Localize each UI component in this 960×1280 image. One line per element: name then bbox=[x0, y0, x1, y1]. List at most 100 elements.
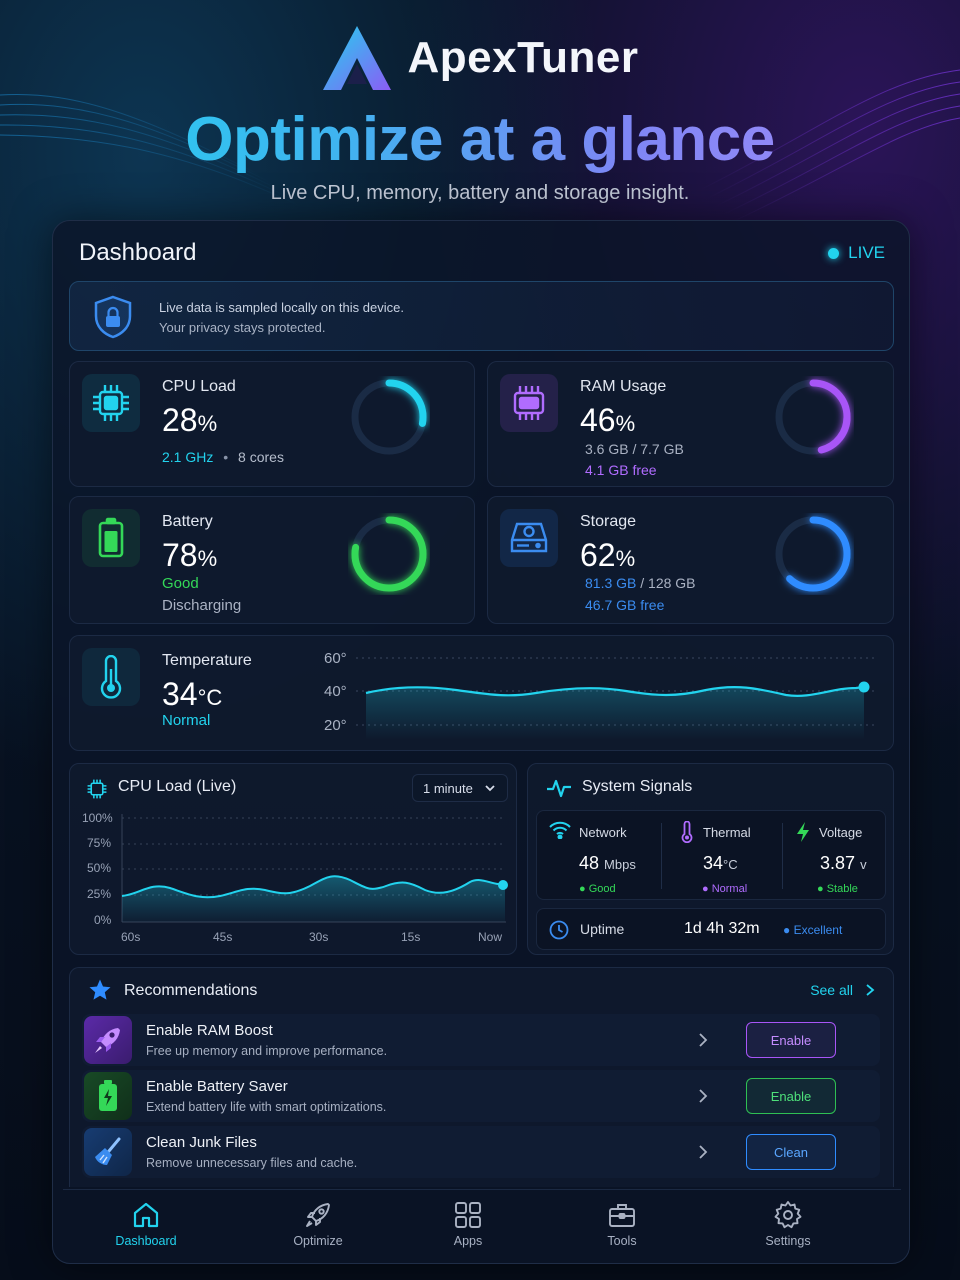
ring-fill bbox=[775, 379, 851, 455]
ram-card[interactable]: RAM Usage 46% 3.6 GB / 7.7 GB 4.1 GB fre… bbox=[487, 361, 894, 487]
uptime-row: Uptime 1d 4h 32m ● Excellent bbox=[536, 908, 886, 950]
cpu-live-card: CPU Load (Live) 1 minute 100% 75% 50% 25… bbox=[69, 763, 517, 955]
rec-item-clean-junk[interactable]: Clean Junk Files Remove unnecessary file… bbox=[82, 1126, 880, 1178]
gear-icon bbox=[774, 1201, 802, 1229]
memory-chip-icon bbox=[500, 374, 558, 432]
cpu-separator: • bbox=[223, 449, 229, 465]
rocket-icon bbox=[306, 1203, 330, 1227]
system-signals-card: System Signals Network 48 Mbps ● Good Th… bbox=[527, 763, 894, 955]
network-status: ● Good bbox=[579, 883, 616, 895]
cpu-y-tick: 25% bbox=[87, 887, 112, 901]
nav-label: Optimize bbox=[293, 1234, 343, 1248]
battery-card[interactable]: Battery 78% Good Discharging bbox=[69, 496, 475, 624]
lightning-icon bbox=[797, 822, 809, 842]
privacy-line-2: Your privacy stays protected. bbox=[159, 320, 326, 335]
voltage-signal: Voltage 3.87 v ● Stable bbox=[783, 811, 887, 901]
thermometer-icon bbox=[82, 648, 140, 706]
cpu-live-chart bbox=[121, 814, 508, 923]
hero-subline: Live CPU, memory, battery and storage in… bbox=[270, 182, 690, 204]
ring-fill bbox=[351, 379, 427, 455]
ring-fill bbox=[775, 516, 851, 592]
network-value: 48 Mbps bbox=[579, 853, 636, 873]
recommendations-title: Recommendations bbox=[124, 982, 258, 999]
signals-grid: Network 48 Mbps ● Good Thermal 34°C ● No… bbox=[536, 810, 886, 900]
rec-item-ram-boost[interactable]: Enable RAM Boost Free up memory and impr… bbox=[82, 1014, 880, 1066]
nav-label: Settings bbox=[765, 1234, 811, 1248]
voltage-value: 3.87 v bbox=[820, 853, 867, 873]
rocket-icon bbox=[84, 1016, 132, 1064]
network-signal: Network 48 Mbps ● Good bbox=[537, 811, 661, 901]
ram-label: RAM Usage bbox=[580, 378, 667, 395]
battery-label: Battery bbox=[162, 513, 213, 530]
cpu-card[interactable]: CPU Load 28% 2.1 GHz • 8 cores bbox=[69, 361, 475, 487]
uptime-status: ● Excellent bbox=[783, 923, 843, 937]
nav-label: Dashboard bbox=[115, 1234, 177, 1248]
signal-divider bbox=[782, 823, 783, 889]
battery-value: 78% bbox=[162, 537, 218, 573]
ring-fill bbox=[351, 516, 427, 592]
rec-title: Clean Junk Files bbox=[146, 1134, 257, 1151]
cpu-detail: 2.1 GHz • 8 cores bbox=[162, 449, 284, 465]
rec-item-battery-saver[interactable]: Enable Battery Saver Extend battery life… bbox=[82, 1070, 880, 1122]
live-indicator: LIVE bbox=[828, 243, 885, 263]
nav-tools[interactable]: Tools bbox=[572, 1200, 672, 1248]
nav-dashboard[interactable]: Dashboard bbox=[96, 1200, 196, 1248]
privacy-line-1: Live data is sampled locally on this dev… bbox=[159, 300, 404, 315]
ram-free: 4.1 GB free bbox=[585, 462, 657, 478]
recommendations-card: Recommendations See all Enable RAM Boost… bbox=[69, 967, 894, 1187]
chevron-down-icon bbox=[485, 785, 495, 792]
enable-ram-boost-button[interactable]: Enable bbox=[746, 1022, 836, 1058]
clean-junk-button[interactable]: Clean bbox=[746, 1134, 836, 1170]
time-range-select[interactable]: 1 minute bbox=[412, 774, 508, 802]
grid-icon bbox=[455, 1202, 481, 1228]
temperature-status: Normal bbox=[162, 712, 211, 729]
apex-logo-icon bbox=[323, 26, 392, 90]
ram-value: 46% bbox=[580, 402, 636, 438]
live-dot-icon bbox=[828, 247, 840, 259]
ram-progress-ring bbox=[775, 379, 851, 455]
cpu-y-tick: 50% bbox=[87, 861, 112, 875]
storage-label: Storage bbox=[580, 513, 637, 530]
pulse-icon bbox=[547, 779, 571, 798]
chevron-right-icon bbox=[699, 1033, 708, 1047]
temp-axis-tick: 40° bbox=[324, 683, 347, 700]
chevron-right-icon bbox=[866, 984, 875, 996]
ram-used: 3.6 GB / 7.7 GB bbox=[585, 441, 684, 457]
time-range-value: 1 minute bbox=[423, 780, 473, 796]
enable-battery-saver-button[interactable]: Enable bbox=[746, 1078, 836, 1114]
battery-state: Discharging bbox=[162, 597, 242, 614]
see-all-link[interactable]: See all bbox=[810, 982, 875, 998]
storage-progress-ring bbox=[775, 516, 851, 592]
toolbox-icon bbox=[609, 1204, 635, 1227]
temp-axis-tick: 60° bbox=[324, 650, 347, 667]
clock-icon bbox=[549, 920, 569, 940]
temperature-card[interactable]: Temperature 34°C Normal 60° 40° 20° bbox=[69, 635, 894, 751]
see-all-label: See all bbox=[810, 982, 853, 998]
cpu-chip-icon bbox=[82, 374, 140, 432]
voltage-label: Voltage bbox=[819, 825, 863, 840]
brand-name: ApexTuner bbox=[407, 33, 639, 82]
shield-lock-icon bbox=[94, 295, 132, 339]
chevron-right-icon bbox=[699, 1089, 708, 1103]
nav-label: Apps bbox=[453, 1234, 483, 1248]
wifi-icon bbox=[549, 821, 571, 839]
nav-apps[interactable]: Apps bbox=[418, 1200, 518, 1248]
privacy-banner: Live data is sampled locally on this dev… bbox=[69, 281, 894, 351]
nav-settings[interactable]: Settings bbox=[738, 1200, 838, 1248]
thermal-label: Thermal bbox=[703, 825, 751, 840]
network-label: Network bbox=[579, 825, 627, 840]
voltage-status: ● Stable bbox=[817, 883, 858, 895]
cpu-value: 28% bbox=[162, 402, 218, 438]
cpu-y-tick: 100% bbox=[82, 811, 113, 825]
battery-saver-icon bbox=[84, 1072, 132, 1120]
signal-divider bbox=[661, 823, 662, 889]
dashboard-title: Dashboard bbox=[79, 239, 197, 266]
cpu-y-tick: 75% bbox=[87, 836, 112, 850]
storage-free: 46.7 GB free bbox=[585, 597, 665, 613]
cpu-x-tick: 45s bbox=[213, 930, 233, 944]
home-icon bbox=[133, 1202, 159, 1228]
nav-optimize[interactable]: Optimize bbox=[268, 1200, 368, 1248]
battery-icon bbox=[82, 509, 140, 567]
cpu-y-tick: 0% bbox=[94, 913, 112, 927]
storage-card[interactable]: Storage 62% 81.3 GB / 128 GB 46.7 GB fre… bbox=[487, 496, 894, 624]
